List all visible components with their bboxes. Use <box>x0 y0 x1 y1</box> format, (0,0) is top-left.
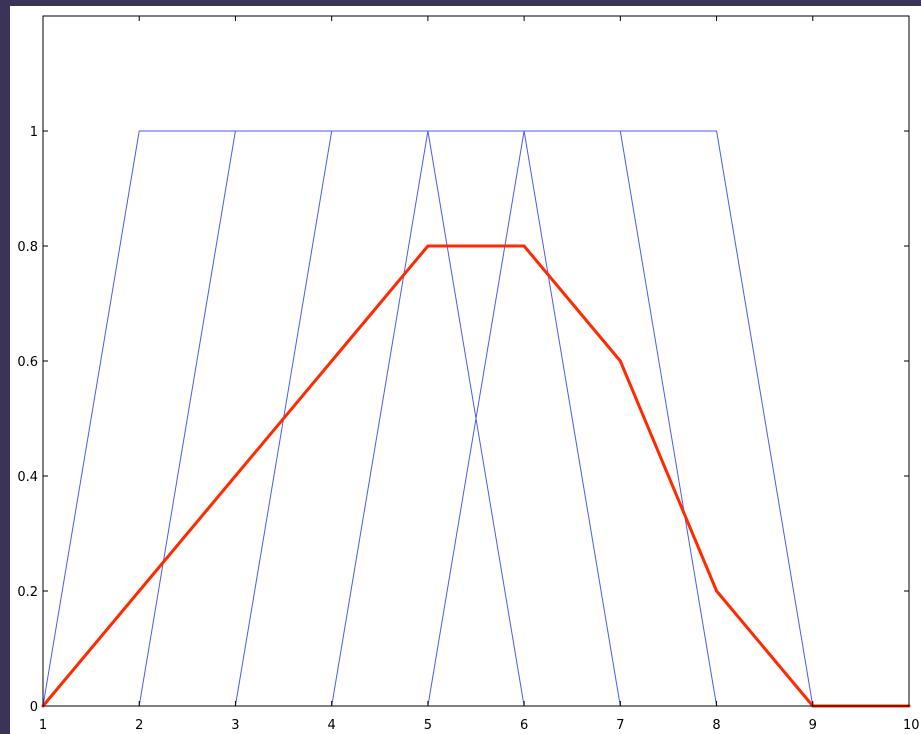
membership-function-line-4 <box>331 130 429 707</box>
x-tick-label: 4 <box>328 718 336 733</box>
y-tick-label: 0.2 <box>17 585 38 600</box>
y-tick-label: 0 <box>30 700 38 715</box>
tick-label-layer: 1 2 3 4 5 6 7 8 9 10 0 0.2 0.4 0.6 0.8 1 <box>17 125 919 733</box>
chart-panel: 1 2 3 4 5 6 7 8 9 10 0 0.2 0.4 0.6 0.8 1 <box>10 6 921 734</box>
y-tick-label: 1 <box>30 125 38 140</box>
y-tick-label: 0.4 <box>17 470 38 485</box>
membership-function-line-7 <box>523 130 621 707</box>
plot-frame <box>42 15 910 707</box>
x-tick-label: 9 <box>809 718 817 733</box>
series-layer <box>41 130 911 708</box>
x-tick-label: 5 <box>424 718 432 733</box>
membership-function-line-8 <box>619 130 718 707</box>
x-tick-label: 2 <box>135 718 143 733</box>
axes-layer <box>42 15 910 707</box>
y-tick-label: 0.6 <box>17 355 38 370</box>
x-tick-label: 7 <box>616 718 624 733</box>
y-tick-label: 0.8 <box>17 240 38 255</box>
membership-function-line-1 <box>42 130 910 707</box>
x-tick-label: 3 <box>231 718 239 733</box>
line-chart: 1 2 3 4 5 6 7 8 9 10 0 0.2 0.4 0.6 0.8 1 <box>17 15 920 733</box>
x-tick-label: 1 <box>39 718 47 733</box>
x-tick-label: 8 <box>712 718 720 733</box>
membership-function-line-6 <box>427 130 525 707</box>
aggregated-output-line <box>41 244 911 708</box>
x-tick-label: 10 <box>903 718 920 733</box>
membership-function-line-2 <box>138 130 236 707</box>
x-tick-label: 6 <box>520 718 528 733</box>
